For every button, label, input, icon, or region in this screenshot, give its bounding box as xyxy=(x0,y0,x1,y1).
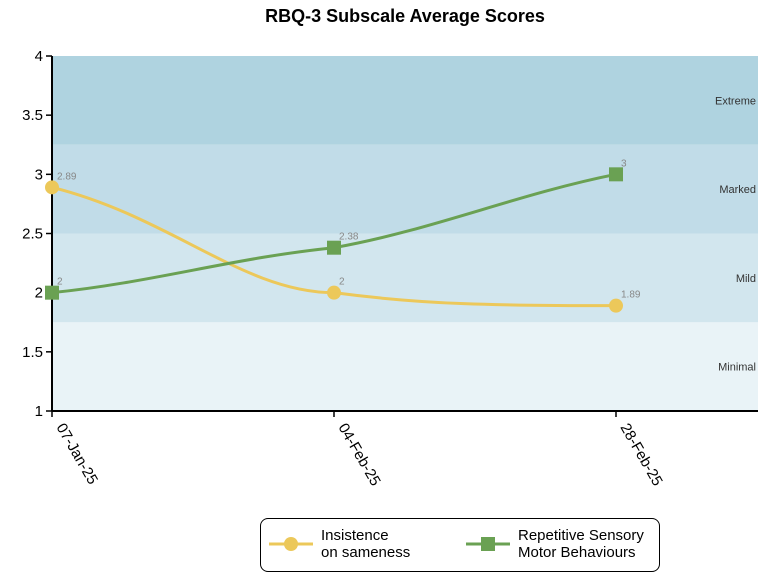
band-label-marked: Marked xyxy=(719,184,756,196)
y-tick-label: 3 xyxy=(35,166,43,183)
series-1-data-label-0: 2 xyxy=(57,277,63,288)
legend-label-insistence: Insistence on sameness xyxy=(321,527,411,561)
band-mild xyxy=(52,233,758,323)
y-tick-label: 4 xyxy=(35,48,43,65)
series-0-data-label-1: 2 xyxy=(339,277,345,288)
series-0-data-label-0: 2.89 xyxy=(57,171,77,182)
series-0-point-1 xyxy=(327,285,341,300)
band-minimal xyxy=(52,322,758,411)
band-extreme xyxy=(52,56,758,145)
legend-item-insistence: Insistence on sameness xyxy=(269,527,410,561)
x-tick-label: 04-Feb-25 xyxy=(335,421,384,489)
series-0-point-0 xyxy=(45,180,59,195)
y-tick-label: 3.5 xyxy=(22,107,43,124)
y-tick-label: 1.5 xyxy=(22,344,43,361)
series-1-data-label-1: 2.38 xyxy=(339,232,359,243)
legend-swatch-insistence xyxy=(269,537,313,551)
series-0-data-label-2: 1.89 xyxy=(621,290,641,301)
series-1-point-2 xyxy=(609,167,623,182)
legend: Insistence on sameness Repetitive Sensor… xyxy=(260,518,660,572)
x-tick-label: 28-Feb-25 xyxy=(617,421,666,489)
legend-swatch-repetitive xyxy=(466,537,510,551)
band-label-mild: Mild xyxy=(736,273,756,285)
series-1-point-1 xyxy=(327,240,341,255)
x-tick-label: 07-Jan-25 xyxy=(53,421,101,488)
chart-title: RBQ-3 Subscale Average Scores xyxy=(265,6,545,26)
band-label-minimal: Minimal xyxy=(718,362,756,374)
series-0-point-2 xyxy=(609,298,623,313)
legend-item-repetitive: Repetitive Sensory Motor Behaviours xyxy=(466,527,644,561)
series-1-data-label-2: 3 xyxy=(621,158,627,169)
band-label-extreme: Extreme xyxy=(715,95,756,107)
y-tick-label: 2.5 xyxy=(22,226,43,243)
legend-label-repetitive: Repetitive Sensory Motor Behaviours xyxy=(518,527,644,561)
y-tick-label: 2 xyxy=(35,285,43,302)
band-marked xyxy=(52,144,758,234)
series-1-point-0 xyxy=(45,285,59,300)
y-tick-label: 1 xyxy=(35,403,43,420)
